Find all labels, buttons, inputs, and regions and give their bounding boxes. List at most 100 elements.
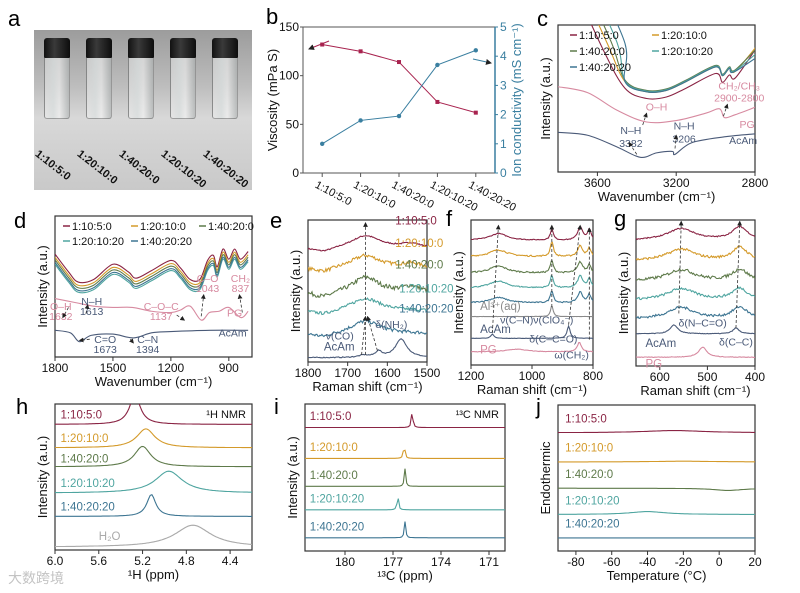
annotation: 1394 — [136, 344, 160, 356]
vial — [86, 38, 112, 120]
annotation: O–H — [50, 301, 72, 313]
x-tick-label-h: 4.4 — [222, 554, 239, 568]
data-point — [320, 42, 325, 47]
data-point — [397, 60, 401, 65]
panel-label-f: f — [446, 206, 453, 231]
x-tick-label-c: 3600 — [584, 176, 611, 190]
annotation: C–N — [137, 334, 158, 346]
spectrum-1:20:10:20 — [55, 258, 249, 294]
annotation: PG — [740, 119, 755, 131]
spectrum-1:20:10:0 — [55, 428, 252, 449]
x-axis-title-i: ¹³C (ppm) — [377, 568, 433, 583]
annotation: 1673 — [94, 344, 118, 356]
data-point — [358, 49, 363, 54]
x-tick-label-g: 600 — [650, 370, 670, 384]
vial-photo: 1:10:5:0 1:20:10:0 1:40:20:0 1:20:10:20 1:40… — [34, 30, 252, 190]
y2-tick-label-b: 2 — [500, 108, 507, 122]
annotation-arrow — [176, 314, 186, 321]
annotation: δ(NH₂) — [375, 319, 407, 331]
data-point — [396, 113, 402, 119]
spectrum-1:10:5:0 — [55, 404, 252, 425]
series-label: 1:20:10:0 — [565, 443, 613, 455]
watermark-logo: 大数跨境 — [8, 570, 64, 586]
x-axis-title-e: Raman shift (cm⁻¹) — [312, 379, 422, 394]
plot-frame-e — [307, 219, 428, 363]
annotation: 837 — [232, 283, 250, 295]
annotation: δ(N–C=O) — [679, 318, 727, 330]
series-label: 1:20:10:20 — [310, 493, 364, 505]
series-line-ion-conductivity — [321, 49, 476, 145]
legend-entry: 1:40:20:0 — [579, 46, 625, 58]
series-label: 1:20:10:20 — [565, 495, 619, 507]
annotation: 3382 — [619, 138, 643, 150]
plot-area-h — [55, 404, 252, 548]
annotation: 1043 — [196, 283, 220, 295]
series-label: 1:20:10:20 — [399, 283, 453, 295]
spectrum-1:20:10:20 — [636, 286, 755, 301]
y2-axis-title-b: Ion conductivity (mS cm⁻¹) — [509, 23, 524, 177]
annotation-arrow — [568, 224, 583, 325]
panel-label-h: h — [16, 394, 29, 419]
series-label: AcAm — [480, 324, 511, 336]
vial — [170, 38, 196, 120]
annotation: ν(CO) — [326, 330, 354, 342]
spectrum-1:20:10:0 — [305, 449, 505, 459]
arrow-right-axis-b — [472, 58, 492, 65]
x-tick-label-i: 174 — [431, 555, 451, 569]
annotation-arrow — [200, 293, 206, 317]
nmr-tag-i: ¹³C NMR — [456, 409, 499, 421]
spectrum-AcAm — [558, 131, 755, 158]
spectrum-1:40:20:20 — [305, 521, 505, 539]
annotation: ω(CH₂) — [554, 350, 588, 362]
x-tick-label-e: 1600 — [374, 366, 401, 380]
x-tick-label-h: 5.6 — [90, 554, 107, 568]
y-tick-label-b: 50 — [286, 117, 300, 131]
series-label: PG — [646, 358, 663, 370]
spectrum-1:20:10:0 — [308, 253, 427, 273]
y-axis-title-d: Intensity (a.u.) — [35, 245, 50, 327]
x-tick-label-d: 1800 — [42, 361, 69, 375]
y2-tick-label-b: 4 — [500, 49, 507, 63]
y2-tick-label-b: 0 — [500, 166, 507, 180]
x-tick-label-h: 4.8 — [178, 554, 195, 568]
annotation: 1632 — [49, 311, 73, 323]
legend-entry: 1:20:10:20 — [661, 46, 713, 58]
x-tick-label-g: 500 — [697, 370, 717, 384]
spectrum-1:40:20:0 — [558, 487, 755, 491]
annotation-arrow — [735, 220, 743, 329]
series-label: 1:40:20:0 — [60, 453, 108, 465]
annotation: CH₂ — [231, 273, 250, 285]
x-tick-label-j: 20 — [748, 555, 762, 569]
series-label: 1:40:20:20 — [60, 502, 114, 514]
x-tick-label-i: 171 — [479, 555, 499, 569]
spectrum-PG — [636, 346, 755, 358]
spectrum-1:40:20:20 — [55, 494, 252, 517]
plot-frame-j — [557, 404, 756, 552]
data-point — [435, 62, 440, 68]
arrow-left-axis-b — [308, 40, 330, 50]
plot-area-i — [305, 414, 505, 539]
panel-label-e: e — [270, 208, 283, 233]
spectrum-1:10:5:0 — [636, 225, 755, 241]
x-tick-label-e: 1500 — [414, 366, 441, 380]
legend-entry: 1:10:5:0 — [72, 221, 112, 233]
vial — [212, 38, 238, 120]
spectrum-1:20:10:0 — [471, 241, 593, 258]
y-axis-title-i: Intensity (a.u.) — [285, 436, 300, 518]
annotation: 1137 — [150, 311, 173, 323]
x-axis-title-c: Wavenumber (cm⁻¹) — [598, 189, 716, 204]
x-tick-label-i: 180 — [335, 555, 355, 569]
y-axis-title-c: Intensity (a.u.) — [538, 57, 553, 139]
spectrum-1:10:5:0 — [305, 414, 505, 429]
annotation: 1613 — [80, 306, 104, 318]
plot-frame-b — [302, 26, 496, 174]
panel-label-i: i — [274, 394, 279, 419]
x-tick-label-f: 1200 — [458, 369, 485, 383]
y-axis-title-h: Intensity (a.u.) — [35, 436, 50, 518]
x-axis-title-j: Temperature (°C) — [607, 568, 707, 583]
series-label: 1:20:10:0 — [310, 442, 358, 454]
series-label: 1:40:20:20 — [399, 303, 453, 315]
plot-area-f — [471, 226, 593, 353]
series-label: 1:40:20:0 — [310, 470, 358, 482]
plot-area-c — [558, 25, 755, 158]
